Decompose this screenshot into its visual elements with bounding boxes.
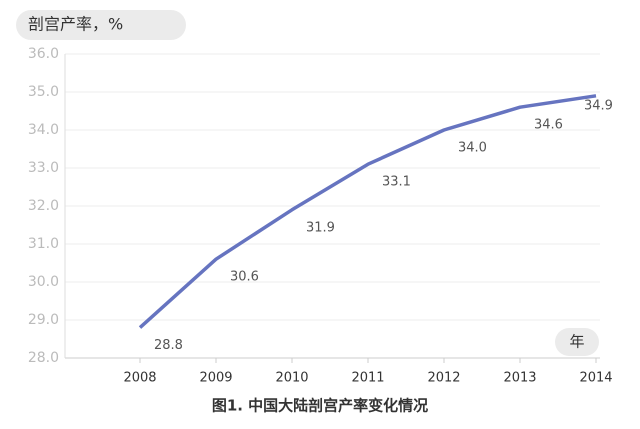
x-tick-label: 2008 [123,371,156,386]
data-label: 34.0 [458,141,487,156]
x-label-pill [555,328,599,356]
y-tick-label: 31.0 [28,236,59,252]
x-tick-label: 2009 [199,371,232,386]
line [138,94,597,329]
y-tick-label: 29.0 [28,312,59,328]
y-tick-label: 30.0 [28,274,59,290]
data-label: 34.6 [534,118,563,133]
y-tick-label: 28.0 [28,350,59,366]
x-tick-label: 2010 [275,371,308,386]
y-tick-label: 36.0 [28,46,59,62]
data-label: 34.9 [584,98,613,113]
y-tick-label: 33.0 [28,160,59,176]
caption: 图1. 中国大陆剖宫产率变化情况 [212,397,428,415]
title-pill [16,10,186,40]
chart-title: 剖宫产率，% [28,15,123,34]
x-tick-label: 2013 [503,371,536,386]
y-tick-label: 32.0 [28,198,59,214]
y-tick-label: 34.0 [28,122,59,138]
x-axis-label: 年 [569,333,584,351]
x-tick-label: 2012 [427,371,460,386]
data-label: 31.9 [306,220,335,235]
data-label: 30.6 [230,270,259,285]
x-tick-label: 2014 [579,371,612,386]
y-tick-label: 35.0 [28,84,59,100]
data-label: 33.1 [382,175,411,190]
x-tick-label: 2011 [351,371,384,386]
data-label: 28.8 [154,338,183,353]
